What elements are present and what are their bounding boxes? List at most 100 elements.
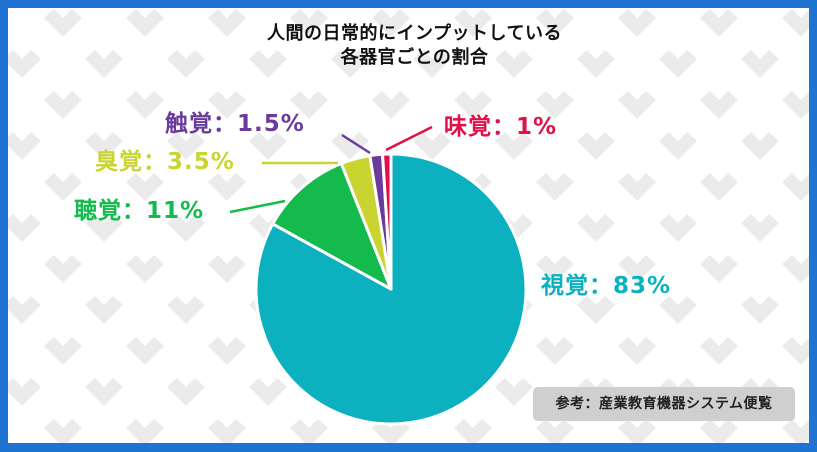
chevron-icon: [372, 91, 410, 119]
chevron-icon: [454, 9, 492, 37]
chevron-icon: [290, 419, 328, 443]
chevron-icon: [208, 255, 246, 283]
chevron-icon: [659, 214, 697, 242]
chart-title-line-2: 各器官ごとの割合: [340, 47, 489, 68]
chevron-icon: [536, 173, 574, 201]
chevron-icon: [167, 214, 205, 242]
chevron-icon: [782, 173, 809, 201]
chevron-icon: [249, 50, 287, 78]
chevron-icon: [208, 337, 246, 365]
chevron-icon: [618, 255, 656, 283]
chevron-icon: [536, 419, 574, 443]
label-smell: 臭覚：3.5%: [95, 149, 235, 175]
leader-line-hearing: [229, 199, 286, 214]
chevron-icon: [85, 296, 123, 324]
pie-slices: [254, 152, 528, 426]
chevron-icon: [618, 337, 656, 365]
label-vision: 視覚：83%: [541, 273, 672, 299]
chevron-icon: [741, 50, 779, 78]
chevron-icon: [782, 255, 809, 283]
chevron-icon: [126, 173, 164, 201]
leader-line-taste: [385, 125, 433, 152]
chevron-icon: [536, 337, 574, 365]
chevron-icon: [700, 419, 738, 443]
chevron-icon: [8, 214, 41, 242]
chevron-icon: [126, 91, 164, 119]
source-note: 参考：産業教育機器システム便覧: [533, 387, 795, 421]
pie-chart: [229, 125, 528, 426]
chevron-icon: [782, 9, 809, 37]
chevron-icon: [290, 91, 328, 119]
chevron-icon: [85, 132, 123, 160]
chevron-icon: [44, 255, 82, 283]
chevron-icon: [618, 91, 656, 119]
chevron-icon: [167, 378, 205, 406]
chevron-icon: [618, 9, 656, 37]
chart-title-line-1: 人間の日常的にインプットしている: [267, 23, 562, 44]
chevron-icon: [495, 50, 533, 78]
pie-slice-taste: [381, 152, 393, 291]
chevron-icon: [659, 50, 697, 78]
chevron-icon: [85, 378, 123, 406]
chevron-icon: [126, 419, 164, 443]
chevron-icon: [577, 132, 615, 160]
chevron-icon: [331, 132, 369, 160]
chevron-icon: [208, 419, 246, 443]
chevron-icon: [126, 255, 164, 283]
chevron-icon: [700, 9, 738, 37]
chart-canvas: 人間の日常的にインプットしている 各器官ごとの割合 視覚：83% 聴覚：11% …: [8, 8, 809, 443]
label-touch: 触覚：1.5%: [165, 111, 305, 137]
chevron-icon: [208, 9, 246, 37]
chevron-icon: [741, 214, 779, 242]
label-hearing: 聴覚：11%: [74, 198, 205, 224]
chevron-icon: [331, 50, 369, 78]
pie-slice-hearing: [271, 161, 393, 291]
chevron-icon: [536, 255, 574, 283]
chevron-icon: [44, 91, 82, 119]
chevron-icon: [208, 91, 246, 119]
chevron-icon: [8, 296, 41, 324]
chevron-icon: [413, 132, 451, 160]
chevron-icon: [577, 214, 615, 242]
chevron-icon: [577, 50, 615, 78]
chevron-icon: [782, 337, 809, 365]
chevron-icon: [659, 296, 697, 324]
chevron-icon: [454, 419, 492, 443]
chart-title: 人間の日常的にインプットしている 各器官ごとの割合: [8, 22, 809, 70]
chevron-icon: [208, 173, 246, 201]
chevron-icon: [577, 296, 615, 324]
chevron-icon: [741, 296, 779, 324]
leader-line-touch: [341, 133, 371, 155]
chevron-icon: [413, 50, 451, 78]
chevron-icon: [85, 50, 123, 78]
chevron-icon: [495, 132, 533, 160]
chevron-icon: [44, 419, 82, 443]
chevron-icon: [700, 255, 738, 283]
chevron-icon: [536, 91, 574, 119]
leader-lines: [229, 125, 433, 214]
chevron-icon: [618, 173, 656, 201]
chevron-icon: [700, 337, 738, 365]
chevron-icon: [700, 91, 738, 119]
chevron-icon: [290, 9, 328, 37]
chevron-icon: [618, 419, 656, 443]
chevron-icon: [249, 132, 287, 160]
chevron-icon: [8, 50, 41, 78]
label-taste: 味覚：1%: [444, 114, 558, 140]
chevron-icon: [536, 9, 574, 37]
chevron-icon: [126, 337, 164, 365]
chevron-icon: [700, 173, 738, 201]
chevron-icon: [167, 132, 205, 160]
chevron-icon: [167, 50, 205, 78]
chevron-icon: [8, 378, 41, 406]
chevron-icon: [741, 132, 779, 160]
chevron-icon: [44, 9, 82, 37]
chevron-icon: [782, 91, 809, 119]
chevron-icon: [85, 214, 123, 242]
chevron-icon: [249, 378, 287, 406]
chevron-icon: [126, 9, 164, 37]
chevron-icon: [167, 296, 205, 324]
chevron-icon: [659, 132, 697, 160]
chevron-icon: [8, 132, 41, 160]
